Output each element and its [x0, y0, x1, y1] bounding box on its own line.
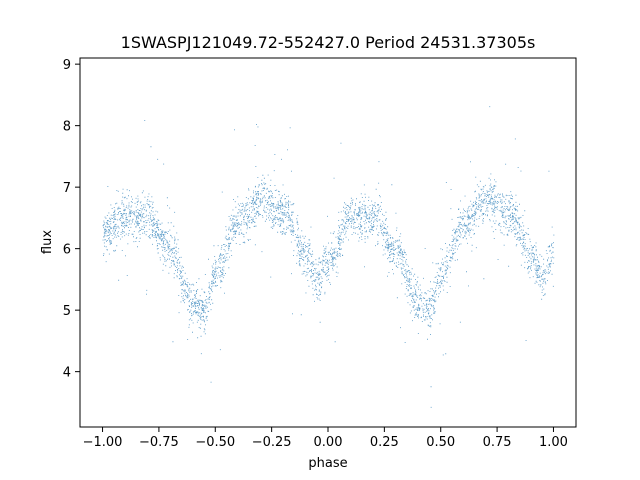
x-tick-label: −0.50 — [195, 435, 235, 450]
x-tick-label: 0.00 — [314, 435, 343, 450]
x-tick-label: 0.75 — [483, 435, 512, 450]
y-tick-label: 4 — [63, 366, 71, 381]
y-axis-ticks: 4 5 6 7 8 9 — [63, 58, 80, 381]
y-tick-label: 7 — [63, 181, 71, 196]
y-tick-label: 6 — [63, 243, 71, 258]
chart-title: 1SWASPJ121049.72-552427.0 Period 24531.3… — [121, 33, 536, 52]
y-tick-label: 8 — [63, 120, 71, 135]
x-tick-label: 0.50 — [426, 435, 455, 450]
x-axis-label: phase — [308, 456, 347, 471]
x-axis-ticks: −1.00 −0.75 −0.50 −0.25 0.00 0.25 0.50 0.75 1.00 — [83, 427, 568, 450]
x-tick-label: 0.25 — [370, 435, 399, 450]
y-axis-label: flux — [40, 230, 55, 254]
y-tick-label: 9 — [63, 58, 71, 73]
x-tick-label: −0.25 — [252, 435, 292, 450]
x-tick-label: 1.00 — [539, 435, 568, 450]
y-tick-label: 5 — [63, 304, 71, 319]
x-tick-label: −1.00 — [83, 435, 123, 450]
x-tick-label: −0.75 — [139, 435, 179, 450]
